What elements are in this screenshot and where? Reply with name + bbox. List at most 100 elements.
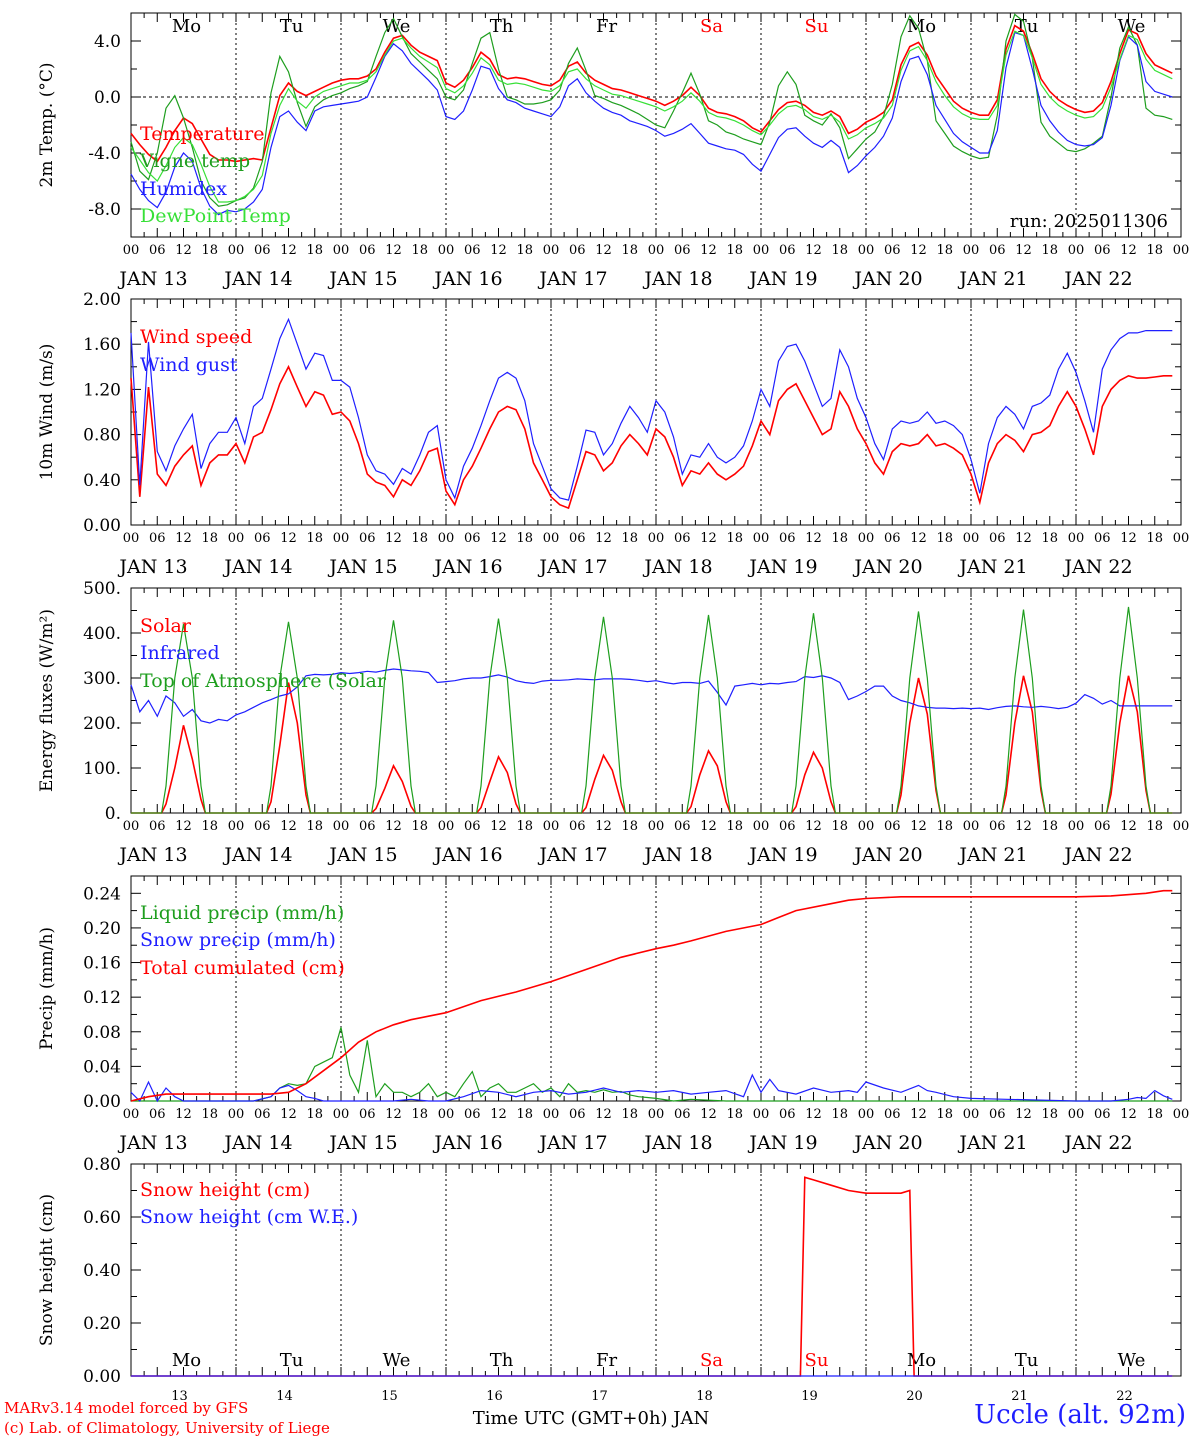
day-number-label: 22 <box>1116 1389 1133 1404</box>
station-label: Uccle (alt. 92m) <box>974 1400 1186 1430</box>
hour-tick-label: 12 <box>175 243 192 258</box>
legend-entry: Temperature <box>140 123 264 145</box>
hour-tick-label: 18 <box>936 819 953 834</box>
date-label: JAN 14 <box>222 844 292 866</box>
date-label: JAN 20 <box>852 556 922 578</box>
date-label: JAN 17 <box>537 556 607 578</box>
hour-tick-label: 12 <box>280 1107 297 1122</box>
legend-entry: Wind gust <box>140 354 238 376</box>
hour-tick-label: 18 <box>1146 243 1163 258</box>
hour-tick-label: 18 <box>831 1107 848 1122</box>
y-tick-label: 0.60 <box>83 1208 121 1228</box>
day-number-label: 16 <box>486 1389 503 1404</box>
hour-tick-label: 00 <box>123 243 140 258</box>
date-label: JAN 20 <box>852 268 922 290</box>
copyright-credit: (c) Lab. of Climatology, University of L… <box>4 1419 330 1437</box>
y-axis-label: 2m Temp. (°C) <box>37 62 57 187</box>
hour-tick-label: 18 <box>936 1107 953 1122</box>
hour-tick-label: 00 <box>858 819 875 834</box>
hour-tick-label: 00 <box>1068 531 1085 546</box>
hour-tick-label: 18 <box>516 819 533 834</box>
hour-tick-label: 00 <box>438 1107 455 1122</box>
panel-wind: 2.00 1.60 1.20 0.80 0.40 0.00 10m Wind (m/s) 00… <box>37 290 1189 578</box>
hour-tick-label: 00 <box>123 1107 140 1122</box>
y-tick-label: -8.0 <box>88 200 121 220</box>
hour-tick-label: 12 <box>385 243 402 258</box>
hour-tick-label: 18 <box>1146 531 1163 546</box>
y-tick-label: 300. <box>83 669 121 689</box>
hour-tick-label: 06 <box>254 531 271 546</box>
series-line-snow-0 <box>131 1176 1173 1377</box>
day-number-label: 14 <box>276 1389 293 1404</box>
hour-tick-label: 06 <box>464 243 481 258</box>
date-label: JAN 14 <box>222 556 292 578</box>
hour-tick-label: 06 <box>884 819 901 834</box>
hour-tick-label: 06 <box>989 531 1006 546</box>
hour-tick-label: 18 <box>936 243 953 258</box>
y-tick-label: 1.20 <box>83 380 121 400</box>
date-label: JAN 18 <box>642 268 712 290</box>
date-label: JAN 22 <box>1062 1132 1132 1154</box>
legend-entry: Vigne temp <box>139 150 250 172</box>
hour-tick-label: 12 <box>490 243 507 258</box>
y-tick-label: 2.00 <box>83 290 121 310</box>
hour-tick-label: 06 <box>1094 1107 1111 1122</box>
y-tick-label: 0.08 <box>83 1023 121 1043</box>
hour-tick-label: 12 <box>700 1107 717 1122</box>
hour-tick-label: 06 <box>1094 819 1111 834</box>
series-line-temp-2 <box>130 31 1173 216</box>
date-label: JAN 15 <box>327 268 397 290</box>
hour-tick-label: 00 <box>858 1107 875 1122</box>
hour-tick-label: 06 <box>569 243 586 258</box>
hour-tick-label: 06 <box>1094 243 1111 258</box>
hour-tick-label: 00 <box>333 243 350 258</box>
date-label: JAN 13 <box>117 1132 187 1154</box>
hour-tick-label: 06 <box>674 819 691 834</box>
date-label: JAN 13 <box>117 844 187 866</box>
hour-tick-label: 18 <box>201 531 218 546</box>
day-number-label: 19 <box>801 1389 818 1404</box>
hour-tick-label: 06 <box>779 243 796 258</box>
hour-tick-label: 12 <box>175 531 192 546</box>
weekday-label: Th <box>490 1350 514 1371</box>
hour-tick-label: 12 <box>700 531 717 546</box>
hour-tick-label: 00 <box>963 819 980 834</box>
legend-entry: Infrared <box>140 642 220 664</box>
series-line-precip-0 <box>131 1027 1173 1102</box>
y-tick-label: 0.40 <box>83 471 121 491</box>
hour-tick-label: 18 <box>516 531 533 546</box>
y-tick-label: 100. <box>83 759 121 779</box>
hour-tick-label: 00 <box>228 243 245 258</box>
hour-tick-label: 12 <box>595 1107 612 1122</box>
hour-tick-label: 12 <box>1015 1107 1032 1122</box>
hour-tick-label: 18 <box>621 531 638 546</box>
weekday-label: Fr <box>596 16 617 37</box>
hour-tick-label: 00 <box>333 819 350 834</box>
hour-tick-label: 06 <box>989 819 1006 834</box>
hour-tick-label: 12 <box>385 1107 402 1122</box>
y-axis-label: Snow height (cm) <box>37 1194 57 1346</box>
date-label: JAN 21 <box>957 556 1027 578</box>
hour-tick-label: 06 <box>149 819 166 834</box>
hour-tick-label: 12 <box>805 243 822 258</box>
hour-tick-label: 18 <box>411 819 428 834</box>
day-number-label: 17 <box>591 1389 608 1404</box>
hour-tick-label: 00 <box>1068 243 1085 258</box>
hour-tick-label: 12 <box>1015 819 1032 834</box>
hour-tick-label: 00 <box>438 531 455 546</box>
hour-tick-label: 18 <box>306 531 323 546</box>
legend-entry: Snow precip (mm/h) <box>140 929 336 951</box>
series-line-wind-0 <box>130 364 1173 510</box>
date-label: JAN 19 <box>747 556 817 578</box>
hour-tick-label: 06 <box>989 1107 1006 1122</box>
hour-tick-label: 00 <box>963 1107 980 1122</box>
series-line-precip-1 <box>130 1073 1173 1103</box>
hour-tick-label: 00 <box>543 819 560 834</box>
hour-tick-label: 06 <box>254 1107 271 1122</box>
hour-tick-label: 00 <box>1068 819 1085 834</box>
hour-tick-label: 12 <box>1015 243 1032 258</box>
hour-tick-label: 00 <box>228 531 245 546</box>
date-label: JAN 14 <box>222 268 292 290</box>
panel-temp: 4.0 0.0 -4.0 -8.0 2m Temp. (°C) 00 06 12 18 JAN 1… <box>37 12 1189 290</box>
weekday-label: Mo <box>172 16 201 37</box>
